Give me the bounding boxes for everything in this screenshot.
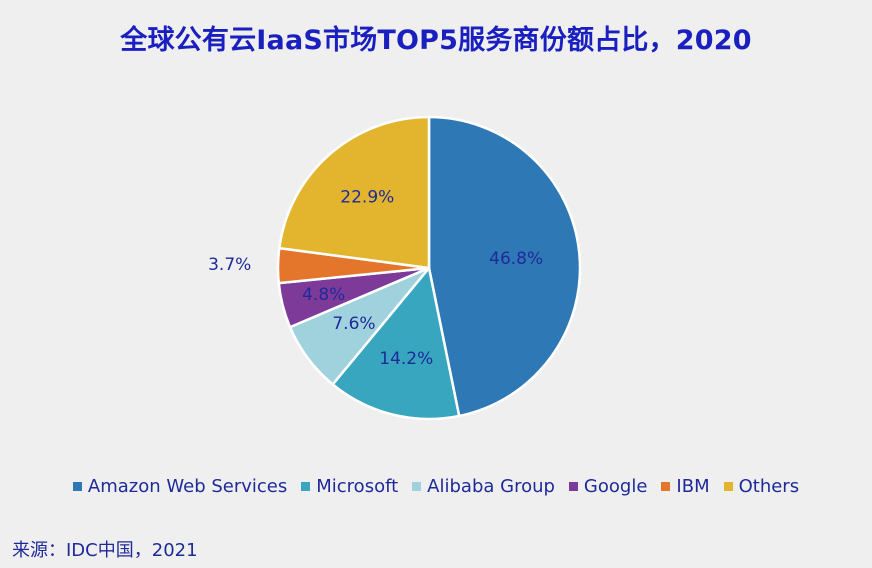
legend-swatch <box>72 482 82 491</box>
data-label-others: 22.9% <box>340 188 394 208</box>
legend-label: Amazon Web Services <box>87 476 288 497</box>
legend-swatch <box>661 482 671 491</box>
legend-item-amazon-web-services: Amazon Web Services <box>72 476 288 497</box>
data-label-microsoft: 14.2% <box>379 349 433 369</box>
legend-swatch <box>412 482 422 491</box>
chart-title: 全球公有云IaaS市场TOP5服务商份额占比，2020 <box>120 25 752 56</box>
legend-item-others: Others <box>723 476 800 497</box>
legend-swatch <box>568 482 578 491</box>
data-label-google: 4.8% <box>302 285 345 305</box>
data-label-alibaba-group: 7.6% <box>332 314 375 334</box>
pie-slice-amazon-web-services <box>427 115 582 418</box>
legend-item-ibm: IBM <box>661 476 710 497</box>
chart-legend: Amazon Web Services Microsoft Alibaba Grou… <box>0 476 872 497</box>
legend-item-microsoft: Microsoft <box>301 476 398 497</box>
pie-slice-others <box>278 115 431 270</box>
source-note: 来源：IDC中国，2021 <box>12 540 198 561</box>
data-label-ibm: 3.7% <box>208 255 251 275</box>
pie-slice-microsoft <box>331 266 461 421</box>
legend-label: IBM <box>676 476 710 497</box>
legend-label: Others <box>738 476 800 497</box>
legend-item-alibaba-group: Alibaba Group <box>412 476 555 497</box>
legend-swatch <box>723 482 733 491</box>
legend-swatch <box>301 482 311 491</box>
legend-label: Google <box>583 476 648 497</box>
legend-label: Alibaba Group <box>427 476 555 497</box>
data-label-amazon-web-services: 46.8% <box>489 249 543 269</box>
legend-label: Microsoft <box>316 476 399 497</box>
legend-item-google: Google <box>568 476 648 497</box>
pie-chart: 46.8% 14.2%7.6% 4.8% 3.7% 22.9% <box>208 115 582 421</box>
